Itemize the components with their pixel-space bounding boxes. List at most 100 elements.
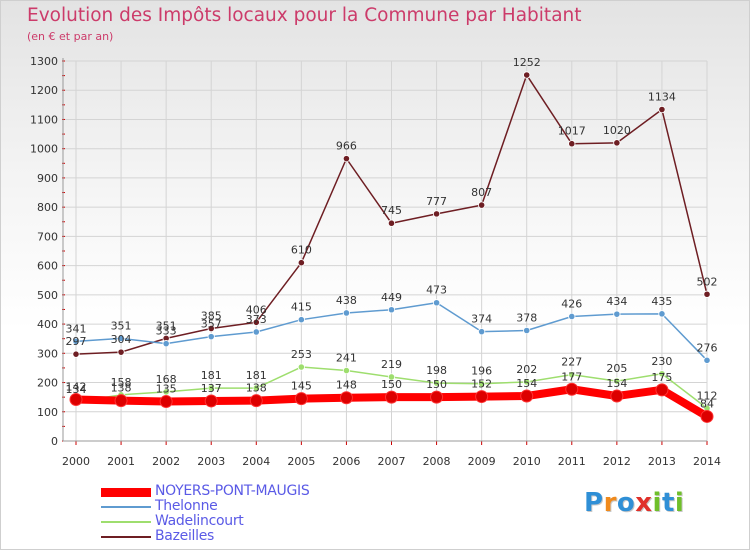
data-label-noyers-pont-maugis: 137 (201, 382, 222, 395)
data-label-wadelincourt: 181 (201, 369, 222, 382)
data-label-thelonne: 438 (336, 294, 357, 307)
x-tick-label: 2004 (242, 455, 270, 468)
data-label-thelonne: 333 (156, 325, 177, 338)
data-point-thelonne (613, 310, 621, 318)
legend-swatch-thelonne (101, 506, 151, 508)
data-label-bazeilles: 406 (246, 303, 267, 316)
data-point-bazeilles (478, 201, 486, 209)
data-point-noyers-pont-maugis (249, 394, 263, 408)
data-label-noyers-pont-maugis: 145 (291, 380, 312, 393)
chart-title: Evolution des Impôts locaux pour la Comm… (27, 5, 582, 26)
y-tick-label: 0 (51, 435, 58, 448)
x-tick-label: 2007 (378, 455, 406, 468)
data-label-wadelincourt: 112 (697, 389, 718, 402)
y-tick-label: 1000 (30, 143, 58, 156)
logo-letter: t (661, 488, 675, 518)
logo-letter: P (584, 488, 604, 518)
data-point-wadelincourt (613, 377, 621, 385)
data-point-thelonne (387, 306, 396, 314)
y-tick-label: 500 (37, 289, 58, 302)
x-tick-label: 2014 (693, 455, 721, 468)
legend-label-thelonne: Thelonne (155, 498, 218, 514)
data-label-noyers-pont-maugis: 175 (651, 371, 672, 384)
data-label-wadelincourt: 219 (381, 358, 402, 371)
data-label-wadelincourt: 202 (516, 363, 537, 376)
data-point-thelonne (297, 316, 305, 324)
data-point-bazeilles (72, 350, 80, 358)
chart-subtitle: (en € et par an) (27, 30, 114, 43)
data-label-bazeilles: 807 (471, 186, 492, 199)
data-label-wadelincourt: 227 (561, 356, 582, 369)
data-point-bazeilles (387, 219, 396, 227)
data-point-noyers-pont-maugis (700, 409, 714, 423)
data-point-wadelincourt (252, 384, 260, 392)
data-label-thelonne: 415 (291, 301, 312, 314)
data-point-noyers-pont-maugis (475, 390, 489, 404)
data-point-wadelincourt (658, 370, 666, 378)
data-point-noyers-pont-maugis (339, 391, 353, 405)
proxiti-logo: Proxiti (584, 488, 684, 518)
data-label-bazeilles: 777 (426, 195, 447, 208)
data-point-thelonne (432, 299, 441, 307)
data-label-noyers-pont-maugis: 177 (561, 370, 582, 383)
data-label-noyers-pont-maugis: 152 (471, 378, 492, 391)
data-label-bazeilles: 1252 (513, 56, 541, 69)
x-tick-label: 2006 (332, 455, 360, 468)
data-point-wadelincourt (432, 379, 441, 387)
data-label-wadelincourt: 158 (111, 376, 132, 389)
legend-swatch-bazeilles (101, 536, 151, 538)
data-label-thelonne: 276 (697, 341, 718, 354)
data-point-noyers-pont-maugis (69, 392, 83, 406)
data-point-bazeilles (117, 348, 125, 356)
data-point-wadelincourt (387, 373, 396, 381)
y-tick-label: 1100 (30, 113, 58, 126)
data-point-bazeilles (252, 318, 260, 326)
y-tick-label: 800 (37, 201, 58, 214)
data-point-noyers-pont-maugis (385, 390, 398, 404)
data-label-wadelincourt: 230 (651, 355, 672, 368)
data-point-bazeilles (207, 324, 215, 333)
legend-swatch-noyers (101, 488, 151, 497)
logo-letter: r (603, 488, 617, 518)
data-label-noyers-pont-maugis: 154 (516, 377, 537, 390)
data-label-thelonne: 357 (201, 318, 222, 331)
data-point-wadelincourt (342, 366, 351, 375)
data-label-thelonne: 373 (246, 313, 267, 326)
x-tick-label: 2013 (648, 455, 676, 468)
y-tick-label: 1200 (30, 84, 58, 97)
data-point-bazeilles (658, 105, 666, 114)
data-label-bazeilles: 297 (66, 335, 87, 348)
data-point-thelonne (72, 337, 80, 345)
data-point-bazeilles (703, 290, 711, 298)
data-point-bazeilles (342, 155, 351, 163)
data-label-bazeilles: 745 (381, 204, 402, 217)
x-tick-label: 2012 (603, 455, 631, 468)
data-label-noyers-pont-maugis: 148 (336, 379, 357, 392)
data-label-noyers-pont-maugis: 135 (156, 383, 177, 396)
data-label-thelonne: 341 (66, 322, 87, 335)
data-point-noyers-pont-maugis (655, 383, 669, 397)
logo-letter: i (652, 488, 662, 518)
data-point-bazeilles (432, 210, 441, 218)
y-tick-label: 700 (37, 230, 58, 243)
data-label-bazeilles: 385 (201, 309, 222, 322)
data-point-wadelincourt (297, 363, 305, 371)
data-point-bazeilles (613, 139, 621, 147)
data-point-thelonne (252, 328, 260, 336)
data-label-noyers-pont-maugis: 142 (66, 380, 87, 393)
data-point-noyers-pont-maugis (565, 382, 579, 396)
data-label-wadelincourt: 205 (606, 362, 627, 375)
data-label-noyers-pont-maugis: 150 (381, 378, 402, 391)
legend-label-wadelincourt: Wadelincourt (155, 513, 244, 529)
data-label-thelonne: 434 (606, 295, 627, 308)
logo-letter: i (674, 488, 685, 518)
data-point-thelonne (478, 328, 486, 336)
data-label-thelonne: 449 (381, 291, 402, 304)
data-point-noyers-pont-maugis (610, 389, 624, 403)
data-point-noyers-pont-maugis (159, 395, 173, 409)
x-tick-label: 2005 (287, 455, 315, 468)
data-point-noyers-pont-maugis (520, 389, 534, 403)
data-label-thelonne: 374 (471, 313, 492, 326)
data-label-bazeilles: 966 (336, 140, 357, 153)
data-label-thelonne: 378 (516, 312, 537, 325)
